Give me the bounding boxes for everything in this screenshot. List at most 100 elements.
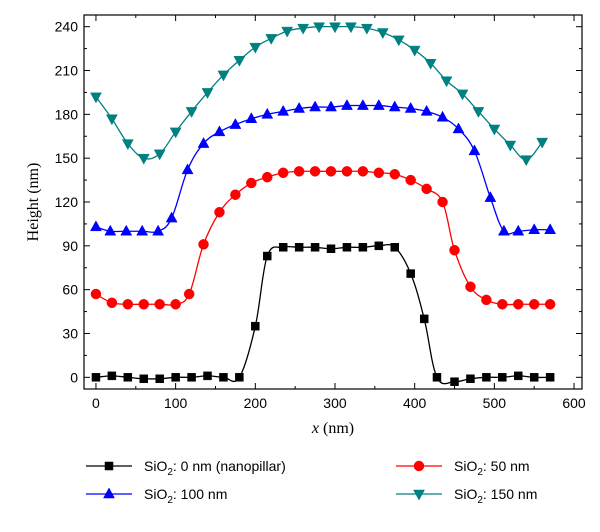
x-tick-label: 600: [562, 395, 586, 411]
data-point: [152, 224, 165, 236]
x-tick-label: 100: [164, 395, 188, 411]
data-point: [372, 99, 385, 110]
axes: 0 100 200 300 400 500 600 0 30 60 90 120 150 180 210 24…: [25, 14, 586, 437]
y-axis-title: Height (nm): [25, 163, 42, 242]
data-point: [297, 23, 310, 35]
data-point: [484, 191, 497, 202]
data-point: [197, 137, 210, 148]
x-axis-unit: (nm): [319, 420, 354, 437]
data-point: [437, 196, 448, 208]
legend-label-prefix: SiO: [144, 486, 167, 502]
data-point: [392, 35, 405, 47]
data-point: [214, 206, 225, 218]
legend-marker: [413, 489, 425, 501]
data-point: [342, 243, 352, 252]
data-point: [389, 168, 401, 180]
data-point: [514, 371, 523, 381]
series-line: [95, 170, 551, 306]
data-point: [91, 373, 101, 382]
data-point: [456, 89, 469, 101]
series-sio2-50nm: [90, 166, 556, 310]
data-point: [233, 56, 246, 67]
data-point: [408, 45, 421, 57]
data-point: [219, 373, 228, 382]
data-point: [436, 110, 449, 122]
data-point: [165, 211, 178, 223]
data-point: [520, 155, 533, 167]
data-point: [465, 281, 476, 292]
data-point: [104, 224, 117, 236]
legend-label-suffix: : 150 nm: [483, 486, 537, 502]
data-point: [309, 166, 321, 177]
data-point: [121, 139, 134, 151]
data-point: [217, 70, 230, 82]
x-axis-variable: x: [311, 420, 319, 437]
data-point: [497, 299, 508, 310]
data-point: [137, 153, 150, 165]
legend: SiO2: 0 nm (nanopillar) SiO2: 50 nmSiO2: …: [86, 458, 537, 506]
legend-marker: [103, 487, 115, 499]
legend-entry-sio2-50nm: SiO2: 50 nm: [396, 458, 530, 478]
y-tick-label: 150: [55, 150, 79, 166]
data-point: [357, 166, 369, 177]
y-tick-label: 30: [62, 325, 78, 341]
x-tick-label: 0: [92, 395, 100, 411]
data-point: [277, 104, 290, 116]
x-tick-label: 500: [483, 395, 507, 411]
data-point: [449, 244, 460, 256]
y-tick-label: 60: [62, 282, 78, 298]
data-point: [263, 251, 272, 261]
data-point: [419, 314, 429, 324]
data-point: [544, 299, 556, 310]
data-point: [545, 373, 555, 382]
data-point: [123, 373, 133, 382]
data-point: [388, 100, 401, 112]
data-point: [171, 373, 180, 382]
data-point: [170, 299, 181, 310]
data-point: [374, 241, 384, 251]
data-point: [293, 101, 306, 113]
data-point: [325, 166, 337, 177]
data-point: [432, 373, 442, 382]
data-point: [245, 112, 258, 123]
legend-label-subscript: 2: [477, 467, 483, 478]
data-point: [341, 166, 353, 177]
data-point: [313, 22, 325, 34]
series-line: [95, 104, 551, 235]
data-point: [498, 373, 507, 382]
legend-label-suffix: : 0 nm (nanopillar): [173, 458, 286, 474]
data-point: [376, 28, 389, 40]
data-point: [466, 374, 475, 384]
data-point: [251, 321, 260, 331]
series-line: [95, 243, 551, 385]
data-point: [230, 189, 241, 200]
legend-marker: [413, 460, 425, 472]
legend-entry-sio2-0nm: SiO2: 0 nm (nanopillar): [86, 458, 286, 478]
data-point: [249, 42, 262, 54]
data-point: [122, 299, 134, 310]
data-point: [404, 101, 417, 113]
data-point: [529, 373, 539, 382]
data-point: [424, 58, 437, 70]
y-tick-label: 210: [55, 63, 79, 79]
data-point: [155, 374, 164, 384]
data-point: [169, 127, 182, 139]
data-point: [390, 243, 400, 252]
data-point: [203, 371, 212, 381]
data-point: [481, 294, 492, 306]
x-tick-label: 200: [244, 395, 268, 411]
data-point: [345, 22, 357, 34]
x-tick-label: 300: [323, 395, 347, 411]
data-point: [468, 144, 481, 156]
data-point: [262, 171, 273, 183]
data-point: [497, 224, 510, 236]
data-point: [183, 288, 195, 300]
series-sio2-150nm: [90, 22, 549, 167]
data-point: [105, 114, 118, 126]
data-point: [472, 107, 485, 118]
data-point: [107, 371, 117, 381]
data-point: [265, 34, 278, 45]
y-tick-label: 120: [55, 194, 79, 210]
